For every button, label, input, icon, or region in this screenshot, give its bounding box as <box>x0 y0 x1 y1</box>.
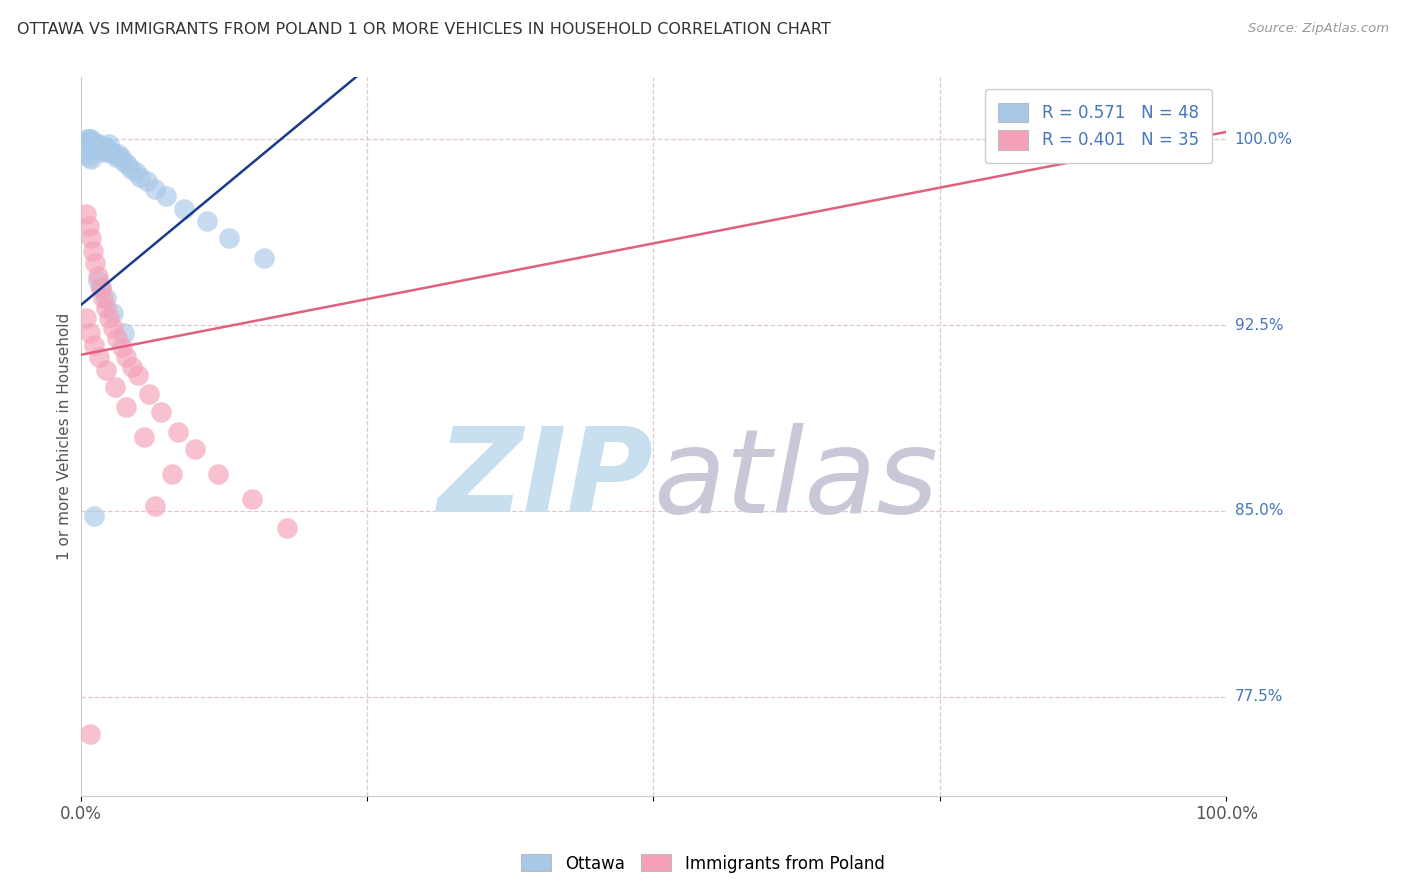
Point <box>138 387 160 401</box>
Point <box>84 137 107 152</box>
Point <box>101 306 124 320</box>
Point <box>80 231 103 245</box>
Point <box>167 425 190 439</box>
Point <box>77 150 100 164</box>
Point <box>112 326 135 340</box>
Point <box>110 150 132 164</box>
Point <box>115 351 138 365</box>
Point <box>86 274 108 288</box>
Legend: Ottawa, Immigrants from Poland: Ottawa, Immigrants from Poland <box>515 847 891 880</box>
Point <box>184 442 207 456</box>
Point <box>103 147 125 161</box>
Point <box>207 467 229 481</box>
Point <box>77 219 100 233</box>
Point <box>83 508 105 523</box>
Point <box>90 281 112 295</box>
Point <box>121 360 143 375</box>
Point <box>218 231 240 245</box>
Point <box>75 135 97 149</box>
Point <box>77 132 100 146</box>
Point <box>112 154 135 169</box>
Point <box>143 182 166 196</box>
Point <box>87 351 110 365</box>
Point <box>98 137 121 152</box>
Point <box>100 145 122 159</box>
Point <box>75 310 97 325</box>
Point <box>76 132 98 146</box>
Point <box>80 135 103 149</box>
Point <box>86 268 108 283</box>
Point <box>94 291 117 305</box>
Point <box>127 368 149 382</box>
Point <box>91 145 114 159</box>
Point <box>75 147 97 161</box>
Point <box>93 291 115 305</box>
Point <box>111 340 134 354</box>
Point <box>79 135 101 149</box>
Point <box>124 164 146 178</box>
Point <box>149 405 172 419</box>
Point <box>87 137 110 152</box>
Point <box>80 132 103 146</box>
Point <box>79 326 101 340</box>
Text: OTTAWA VS IMMIGRANTS FROM POLAND 1 OR MORE VEHICLES IN HOUSEHOLD CORRELATION CHA: OTTAWA VS IMMIGRANTS FROM POLAND 1 OR MO… <box>17 22 831 37</box>
Point <box>86 142 108 156</box>
Point <box>160 467 183 481</box>
Point <box>97 142 120 156</box>
Point <box>98 310 121 325</box>
Point <box>129 169 152 184</box>
Y-axis label: 1 or more Vehicles in Household: 1 or more Vehicles in Household <box>58 313 72 560</box>
Point <box>104 380 127 394</box>
Point <box>86 140 108 154</box>
Text: 85.0%: 85.0% <box>1234 503 1282 518</box>
Point <box>276 521 298 535</box>
Point <box>1157 132 1180 146</box>
Point <box>136 174 159 188</box>
Point <box>1157 132 1180 146</box>
Point <box>115 400 138 414</box>
Point <box>89 140 111 154</box>
Text: atlas: atlas <box>654 423 938 537</box>
Point <box>173 202 195 216</box>
Point <box>80 152 103 166</box>
Text: ZIP: ZIP <box>437 422 654 537</box>
Point <box>94 362 117 376</box>
Point <box>94 140 117 154</box>
Point <box>90 142 112 156</box>
Text: Source: ZipAtlas.com: Source: ZipAtlas.com <box>1249 22 1389 36</box>
Point <box>107 147 129 161</box>
Point <box>120 162 142 177</box>
Point <box>143 499 166 513</box>
Point <box>195 214 218 228</box>
Point <box>90 281 112 295</box>
Point <box>105 150 128 164</box>
Legend: R = 0.571   N = 48, R = 0.401   N = 35: R = 0.571 N = 48, R = 0.401 N = 35 <box>986 89 1212 163</box>
Point <box>94 301 117 315</box>
Point <box>96 145 118 159</box>
Text: 92.5%: 92.5% <box>1234 318 1284 333</box>
Text: 100.0%: 100.0% <box>1234 132 1292 147</box>
Point <box>82 137 104 152</box>
Point <box>93 142 115 156</box>
Point <box>101 320 124 334</box>
Text: 77.5%: 77.5% <box>1234 690 1282 704</box>
Point <box>84 256 107 270</box>
Point <box>75 207 97 221</box>
Point <box>240 491 263 506</box>
Point <box>117 157 139 171</box>
Point <box>105 330 128 344</box>
Point <box>79 727 101 741</box>
Point <box>132 429 155 443</box>
Point <box>82 244 104 258</box>
Point <box>83 338 105 352</box>
Point <box>93 140 115 154</box>
Point <box>253 252 276 266</box>
Point <box>83 140 105 154</box>
Point <box>155 189 177 203</box>
